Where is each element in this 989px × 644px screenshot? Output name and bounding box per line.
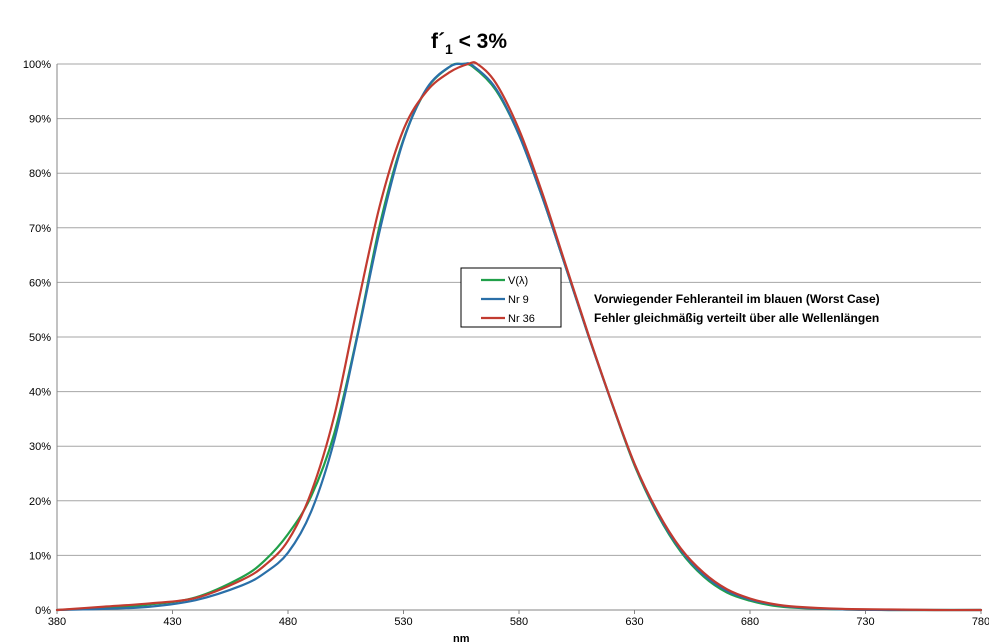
y-tick-label: 10% — [29, 550, 51, 562]
y-tick-label: 60% — [29, 277, 51, 289]
x-axis-label: nm — [453, 633, 470, 644]
chart-title-main: f´ — [431, 30, 445, 53]
legend-label-1: V(λ) — [508, 275, 528, 287]
y-tick-label: 30% — [29, 441, 51, 453]
series-line-3 — [55, 61, 983, 612]
y-tick-label: 20% — [29, 496, 51, 508]
y-tick-label: 90% — [29, 114, 51, 126]
y-tick-label: 50% — [29, 332, 51, 344]
y-tick-label: 0% — [35, 605, 51, 617]
x-tick-label: 630 — [625, 616, 643, 628]
chart-title-suffix: < 3% — [453, 30, 508, 53]
x-tick-label: 780 — [972, 616, 989, 628]
legend-label-3: Nr 36 — [508, 313, 535, 325]
x-tick-label: 680 — [741, 616, 759, 628]
gridlines — [57, 63, 981, 611]
y-tick-label: 100% — [23, 59, 51, 71]
chart-title-subscript: 1 — [445, 41, 453, 57]
x-tick-label: 430 — [163, 616, 181, 628]
y-tick-label: 40% — [29, 387, 51, 399]
x-tick-label: 380 — [48, 616, 66, 628]
x-tick-label: 730 — [856, 616, 874, 628]
annotation-1: Vorwiegender Fehleranteil im blauen (Wor… — [594, 292, 880, 306]
legend-label-2: Nr 9 — [508, 294, 529, 306]
x-tick-label: 580 — [510, 616, 528, 628]
x-tick-label: 480 — [279, 616, 297, 628]
annotation-2: Fehler gleichmäßig verteilt über alle We… — [594, 311, 879, 325]
y-tick-label: 80% — [29, 168, 51, 180]
chart-title: f´1 < 3% — [431, 30, 507, 57]
axes: 0% 10% 20% 30% 40% 50% 60% 70% 80% 90% 100% 380 430 4… — [23, 59, 989, 644]
y-tick-label: 70% — [29, 223, 51, 235]
legend: V(λ) Nr 9 Nr 36 — [460, 267, 562, 328]
legend-box — [460, 267, 562, 328]
x-tick-label: 530 — [394, 616, 412, 628]
series-lines — [55, 61, 983, 612]
